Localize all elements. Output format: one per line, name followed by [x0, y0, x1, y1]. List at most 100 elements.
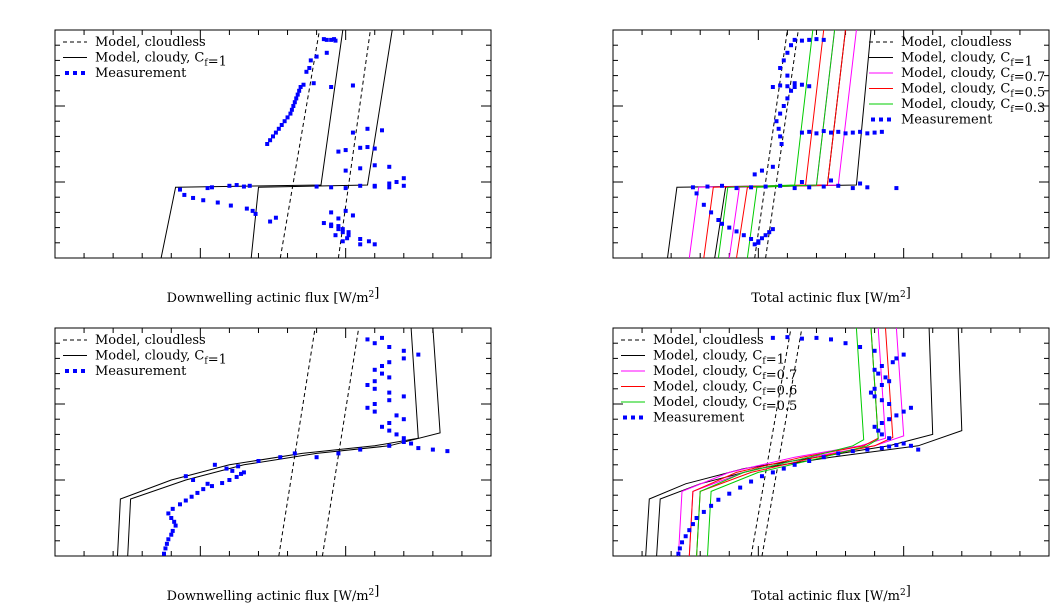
measurement-point: [767, 230, 772, 235]
measurement-point: [770, 85, 775, 89]
measurement-point: [727, 225, 732, 230]
measurement-point: [170, 528, 175, 533]
measurement-point: [241, 184, 246, 189]
measurement-point: [366, 239, 371, 244]
measurement-point: [836, 451, 841, 456]
measurement-point: [387, 443, 392, 448]
measurement-point: [170, 506, 175, 511]
series-line: [736, 30, 846, 258]
measurement-point: [372, 386, 377, 391]
legend-entry: Model, cloudy, Cf=1: [95, 51, 227, 70]
measurement-point: [387, 375, 392, 380]
measurement-point: [282, 119, 287, 124]
measurement-point: [738, 485, 743, 490]
measurement-point: [358, 145, 363, 150]
series-line: [337, 30, 371, 258]
measurement-point: [387, 181, 392, 186]
measurement-point: [195, 490, 200, 495]
measurement-point: [836, 183, 841, 188]
measurement-point: [879, 421, 884, 425]
legend-entry: Measurement: [653, 411, 745, 426]
measurement-point: [304, 69, 309, 74]
measurement-point: [872, 367, 877, 372]
measurement-point: [228, 203, 233, 208]
measurement-point: [358, 183, 363, 188]
measurement-point: [883, 375, 888, 380]
measurement-point: [865, 131, 870, 136]
measurement-point: [301, 82, 306, 87]
plot-frame: [612, 327, 1050, 557]
measurement-point: [814, 131, 819, 136]
measurement-point: [752, 172, 757, 177]
measurement-point: [799, 336, 804, 341]
measurement-point: [894, 443, 899, 448]
legend-swatch: [81, 369, 85, 373]
measurement-point: [201, 198, 206, 203]
measurement-point: [380, 364, 384, 368]
chart-panel-b: Total actinic flux [W/m2] Model, cloudles…: [612, 29, 1050, 306]
measurement-point: [365, 383, 370, 387]
measurement-point: [247, 183, 252, 188]
measurement-point: [387, 164, 392, 169]
measurement-point: [814, 335, 819, 340]
legend-swatch: [81, 71, 85, 75]
legend-entry: Model, cloudy, Cf=1: [901, 51, 1033, 70]
measurement-point: [401, 394, 406, 399]
measurement-point: [191, 478, 196, 482]
legend-entry: Model, cloudy, Cf=0.5: [653, 395, 797, 414]
series-line: [761, 328, 803, 556]
legend-entry: Model, cloudy, Cf=1: [95, 349, 227, 368]
measurement-point: [336, 149, 341, 154]
measurement-point: [850, 130, 855, 135]
measurement-point: [741, 233, 746, 238]
measurement-point: [836, 129, 841, 134]
measurement-point: [215, 200, 220, 205]
measurement-point: [749, 237, 754, 241]
measurement-point: [829, 178, 833, 183]
legend-entry: Model, cloudy, Cf=0.7: [653, 364, 797, 383]
plot-area: [667, 30, 899, 258]
measurement-point: [770, 227, 775, 232]
measurement-point: [720, 221, 724, 226]
measurement-point: [329, 37, 334, 42]
measurement-point: [705, 184, 710, 189]
measurement-point: [308, 58, 313, 63]
measurement-point: [401, 436, 406, 441]
measurement-point: [163, 546, 168, 551]
x-axis-label: Downwelling actinic flux [W/m2]: [167, 286, 380, 306]
measurement-point: [307, 66, 312, 70]
legend-entry: Model, cloudless: [901, 35, 1012, 50]
measurement-point: [770, 335, 775, 340]
measurement-point: [241, 470, 246, 475]
measurement-point: [727, 491, 732, 496]
measurement-point: [372, 409, 377, 414]
series-line: [750, 328, 792, 556]
measurement-point: [358, 237, 363, 241]
measurement-point: [387, 421, 392, 425]
measurement-point: [394, 180, 399, 184]
measurement-point: [372, 379, 377, 384]
measurement-point: [901, 409, 906, 414]
measurement-point: [311, 81, 316, 86]
measurement-point: [778, 66, 783, 70]
measurement-point: [680, 540, 685, 545]
plot-area: [160, 30, 406, 258]
measurement-point: [244, 206, 249, 211]
measurement-point: [829, 130, 833, 135]
measurement-point: [807, 129, 812, 134]
measurement-point: [843, 341, 848, 346]
measurement-point: [343, 168, 348, 173]
measurement-point: [687, 528, 692, 533]
legend-entry: Model, cloudy, Cf=0.6: [653, 380, 797, 399]
chart-panel-d: Total actinic flux [W/m2] Model, cloudles…: [612, 327, 1050, 604]
measurement-point: [876, 371, 881, 376]
measurement-point: [879, 446, 884, 451]
measurement-point: [774, 119, 779, 124]
measurement-point: [677, 546, 682, 551]
measurement-point: [387, 390, 392, 395]
measurement-point: [268, 138, 273, 143]
measurement-point: [365, 145, 370, 150]
measurement-point: [268, 219, 273, 224]
measurement-point: [279, 123, 284, 127]
measurement-point: [372, 402, 377, 406]
